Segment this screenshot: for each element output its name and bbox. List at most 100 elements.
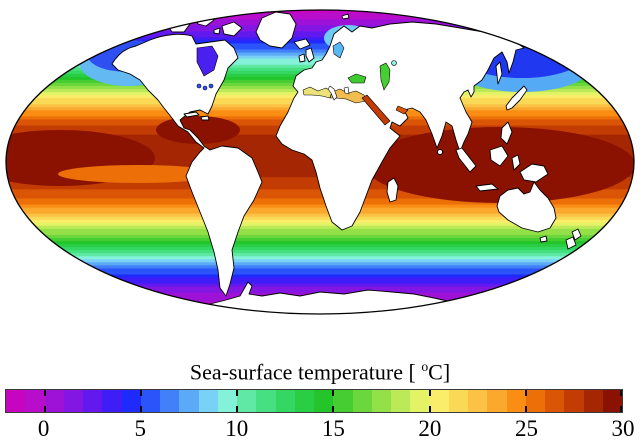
colorbar-cell	[410, 390, 430, 412]
persian-gulf	[395, 105, 409, 115]
colorbar-cell	[448, 390, 468, 412]
colorbar-cell	[237, 390, 257, 412]
figure-title-unit: C]	[428, 359, 451, 385]
colorbar-tick	[139, 390, 142, 396]
great-lake-3	[208, 83, 214, 89]
americas-landmass	[111, 33, 263, 297]
colorbar-cell	[6, 390, 26, 412]
great-lake-2	[202, 85, 208, 91]
ireland-island	[298, 53, 306, 63]
colorbar-cell	[63, 390, 83, 412]
colorbar-tick-label: 5	[134, 416, 146, 441]
sumatra-island	[455, 147, 477, 173]
japan-islands	[505, 85, 528, 111]
colorbar-cell	[140, 390, 160, 412]
colorbar-cell	[198, 390, 218, 412]
colorbar-cell	[506, 390, 526, 412]
madagascar-island	[386, 177, 399, 203]
great-britain-island	[305, 47, 315, 63]
svalbard-island	[341, 13, 350, 20]
colorbar-tick	[524, 390, 527, 396]
colorbar-cell	[583, 390, 603, 412]
philippines-islands	[500, 121, 513, 145]
colorbar-cell	[545, 390, 565, 412]
colorbar-tick	[43, 390, 46, 396]
colorbar-cell	[179, 390, 199, 412]
colorbar-cell	[333, 390, 353, 412]
caspian-sea	[379, 62, 391, 91]
baffin-island	[221, 21, 243, 37]
globe-outline	[5, 9, 635, 315]
aral-sea	[391, 60, 397, 66]
tasmania-island	[539, 235, 548, 243]
greece-peninsula	[343, 86, 350, 95]
iceland-island	[293, 38, 311, 50]
colorbar-tick	[139, 406, 142, 412]
colorbar-tick-label: 25	[514, 416, 538, 441]
italy-peninsula	[327, 85, 338, 101]
figure-title-text: Sea-surface temperature [	[189, 359, 422, 385]
colorbar-tick	[428, 390, 431, 396]
sakhalin-island	[495, 61, 503, 85]
colorbar-cell	[275, 390, 295, 412]
colorbar-tick	[620, 406, 622, 412]
hispaniola-island	[200, 115, 210, 121]
new-zealand-north-island	[571, 228, 582, 241]
great-lake-1	[196, 83, 202, 89]
colorbar-tick	[332, 406, 335, 412]
colorbar-tick	[236, 390, 238, 396]
red-sea	[361, 94, 391, 126]
colorbar-cell	[371, 390, 391, 412]
colorbar-cell	[217, 390, 237, 412]
inland-seas	[196, 41, 409, 126]
colorbar-tick	[43, 406, 46, 412]
landmasses	[111, 11, 582, 314]
cuba-island	[183, 111, 200, 118]
colorbar-cell	[602, 390, 622, 412]
colorbar-cell	[314, 390, 334, 412]
new-guinea-island	[519, 163, 549, 183]
colorbar-cell	[102, 390, 122, 412]
colorbar-cell	[352, 390, 372, 412]
colorbar-cell	[468, 390, 488, 412]
colorbar-cell	[429, 390, 449, 412]
sri-lanka-island	[437, 149, 443, 155]
colorbar-tick-label: 0	[37, 416, 50, 441]
colorbar	[5, 389, 623, 413]
colorbar-cell	[83, 390, 103, 412]
colorbar-tick	[332, 390, 335, 396]
new-zealand-south-island	[565, 236, 577, 250]
arctic-island-3	[213, 27, 221, 35]
baltic-sea	[332, 41, 345, 59]
colorbar-tick	[236, 406, 238, 412]
sst-map	[5, 9, 635, 315]
degree-superscript: o	[421, 359, 429, 374]
colorbar-cell	[25, 390, 45, 412]
colorbar-cell	[525, 390, 545, 412]
colorbar-cell	[294, 390, 314, 412]
borneo-island	[489, 145, 509, 167]
colorbar-tick	[428, 406, 431, 412]
colorbar-tick-label: 10	[225, 416, 249, 441]
colorbar-labels: 0 5 10 15 20 25 30	[0, 415, 640, 445]
colorbar-cell	[121, 390, 141, 412]
colorbar-tick-label: 20	[418, 416, 442, 441]
colorbar-cells	[6, 390, 622, 412]
greenland-landmass	[255, 11, 297, 49]
sulawesi-island	[511, 154, 521, 171]
figure-title: Sea-surface temperature [ oC]	[0, 330, 640, 385]
colorbar-tick	[620, 390, 622, 396]
colorbar-tick	[524, 406, 527, 412]
australia-landmass	[496, 181, 557, 233]
java-island	[475, 183, 499, 192]
colorbar-cell	[44, 390, 64, 412]
colorbar-tick-label: 15	[321, 416, 345, 441]
colorbar-cell	[487, 390, 507, 412]
colorbar-cell	[391, 390, 411, 412]
colorbar-tick-label: 30	[611, 416, 635, 441]
colorbar-cell	[160, 390, 180, 412]
afro-eurasia-landmass	[275, 21, 525, 231]
equatorial-cold-tongue	[58, 165, 218, 183]
colorbar-cell	[256, 390, 276, 412]
